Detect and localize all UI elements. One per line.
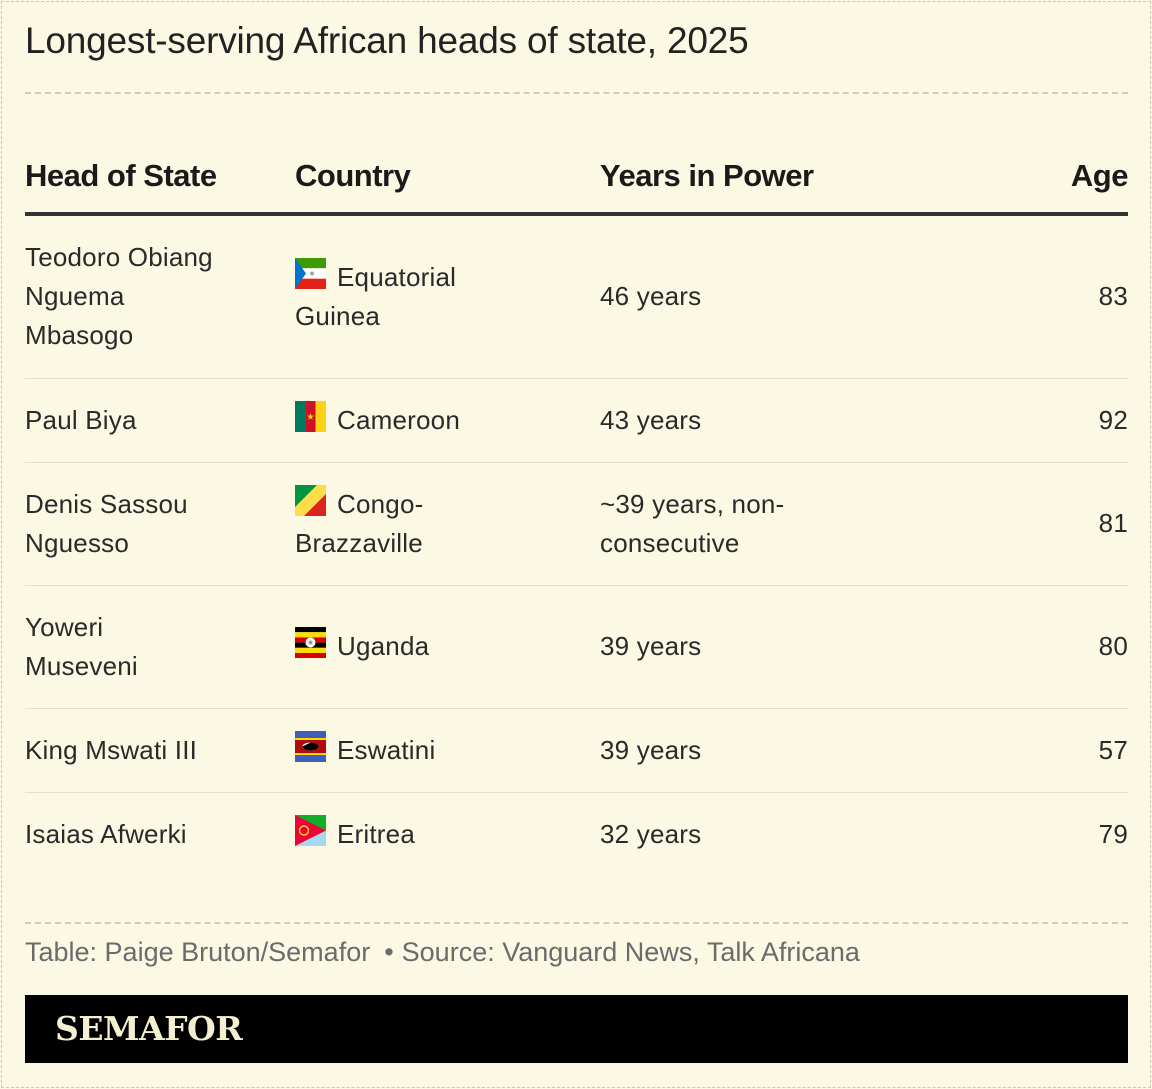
cell-age: 92 bbox=[1000, 378, 1128, 463]
table-row: Yoweri Museveni Uganda 39 years 80 bbox=[25, 585, 1128, 709]
cell-country: Eswatini bbox=[295, 708, 600, 793]
head-of-state-name: Nguesso bbox=[25, 527, 130, 558]
cell-head-of-state: King Mswati III bbox=[25, 708, 295, 793]
head-of-state-name: Mbasogo bbox=[25, 320, 134, 351]
head-of-state-name: Yoweri bbox=[25, 611, 104, 642]
heads-of-state-table: Head of State Country Years in Power Age… bbox=[25, 140, 1129, 876]
column-header-country: Country bbox=[295, 140, 600, 216]
years-in-power-value: 43 years bbox=[600, 404, 702, 435]
country-name: Eswatini bbox=[337, 734, 436, 765]
years-in-power-value: 32 years bbox=[600, 818, 702, 849]
years-in-power-value: 39 years bbox=[600, 734, 702, 765]
cell-country: Cameroon bbox=[295, 378, 600, 463]
cell-years-in-power: 32 years bbox=[600, 792, 1000, 876]
age-value: 92 bbox=[1098, 404, 1128, 435]
cell-years-in-power: 43 years bbox=[600, 378, 1000, 463]
age-value: 57 bbox=[1098, 734, 1128, 765]
chart-title: Longest-serving African heads of state, … bbox=[25, 20, 749, 61]
cell-head-of-state: Teodoro Obiang Nguema Mbasogo bbox=[25, 214, 295, 379]
cell-age: 57 bbox=[1000, 708, 1128, 793]
cell-years-in-power: 46 years bbox=[600, 214, 1000, 379]
table-row: Isaias Afwerki Eritrea 32 years 79 bbox=[25, 792, 1128, 876]
table-credit: Table: Paige Bruton/Semafor bbox=[25, 937, 371, 967]
eswatini-flag-icon bbox=[295, 730, 326, 762]
cell-country: Eritrea bbox=[295, 792, 600, 876]
table-header-row: Head of State Country Years in Power Age bbox=[25, 140, 1129, 216]
age-value: 80 bbox=[1098, 631, 1128, 661]
cell-age: 81 bbox=[1000, 462, 1128, 586]
table-row: Denis Sassou Nguesso Congo- Brazzaville ~39 … bbox=[25, 462, 1128, 586]
cell-country: Congo- Brazzaville bbox=[295, 462, 600, 586]
cell-age: 79 bbox=[1000, 792, 1128, 876]
cell-head-of-state: Paul Biya bbox=[25, 378, 295, 463]
country-name: Uganda bbox=[337, 631, 430, 661]
cell-head-of-state: Denis Sassou Nguesso bbox=[25, 462, 295, 586]
table-row: King Mswati III Eswatini 39 years 57 bbox=[25, 708, 1128, 793]
cell-years-in-power: 39 years bbox=[600, 708, 1000, 793]
eritrea-flag-icon bbox=[295, 814, 326, 846]
head-of-state-name: Paul Biya bbox=[25, 404, 137, 435]
years-in-power-value: ~39 years, non- bbox=[600, 488, 785, 519]
country-name: Eritrea bbox=[337, 818, 415, 849]
years-in-power-value: 39 years bbox=[600, 631, 702, 661]
brand-bar: SEMAFOR bbox=[25, 995, 1128, 1063]
cell-country: Uganda bbox=[295, 585, 600, 709]
years-in-power-value: consecutive bbox=[600, 527, 740, 558]
head-of-state-name: Teodoro Obiang bbox=[25, 242, 213, 273]
brand-logo: SEMAFOR bbox=[55, 1009, 243, 1048]
title-divider bbox=[25, 92, 1128, 94]
country-name: Equatorial bbox=[337, 261, 457, 292]
cell-years-in-power: ~39 years, non-consecutive bbox=[600, 462, 1000, 586]
cell-head-of-state: Isaias Afwerki bbox=[25, 792, 295, 876]
country-name: Brazzaville bbox=[295, 527, 423, 558]
head-of-state-name: Isaias Afwerki bbox=[25, 818, 187, 849]
column-header-age: Age bbox=[1000, 140, 1129, 216]
congo-flag-icon bbox=[295, 484, 326, 516]
uganda-flag-icon bbox=[295, 627, 326, 658]
cell-age: 83 bbox=[1000, 214, 1128, 379]
head-of-state-name: King Mswati III bbox=[25, 734, 198, 765]
age-value: 81 bbox=[1098, 508, 1128, 538]
table-row: Teodoro Obiang Nguema Mbasogo Equatorial Gui… bbox=[25, 214, 1128, 379]
head-of-state-name: Museveni bbox=[25, 650, 138, 681]
table-source: Source: Vanguard News, Talk Africana bbox=[401, 937, 860, 967]
age-value: 83 bbox=[1098, 281, 1128, 312]
cell-country: Equatorial Guinea bbox=[295, 214, 600, 379]
cell-age: 80 bbox=[1000, 585, 1128, 709]
cell-years-in-power: 39 years bbox=[600, 585, 1000, 709]
country-name: Congo- bbox=[337, 488, 424, 519]
footer-separator: • bbox=[384, 937, 394, 967]
head-of-state-name: Nguema bbox=[25, 281, 125, 312]
country-name: Guinea bbox=[295, 300, 381, 331]
country-name: Cameroon bbox=[337, 404, 460, 435]
footer-credits: Table: Paige Bruton/Semafor • Source: Vang… bbox=[25, 937, 860, 968]
table-row: Paul Biya Cameroon 43 years 92 bbox=[25, 378, 1128, 463]
age-value: 79 bbox=[1098, 818, 1128, 849]
footer-divider bbox=[25, 922, 1128, 924]
column-header-head-of-state: Head of State bbox=[25, 140, 295, 216]
equatorial-guinea-flag-icon bbox=[295, 257, 326, 289]
years-in-power-value: 46 years bbox=[600, 281, 702, 312]
cameroon-flag-icon bbox=[295, 400, 326, 432]
cell-head-of-state: Yoweri Museveni bbox=[25, 585, 295, 709]
head-of-state-name: Denis Sassou bbox=[25, 488, 188, 519]
column-header-years-in-power: Years in Power bbox=[600, 140, 1000, 216]
